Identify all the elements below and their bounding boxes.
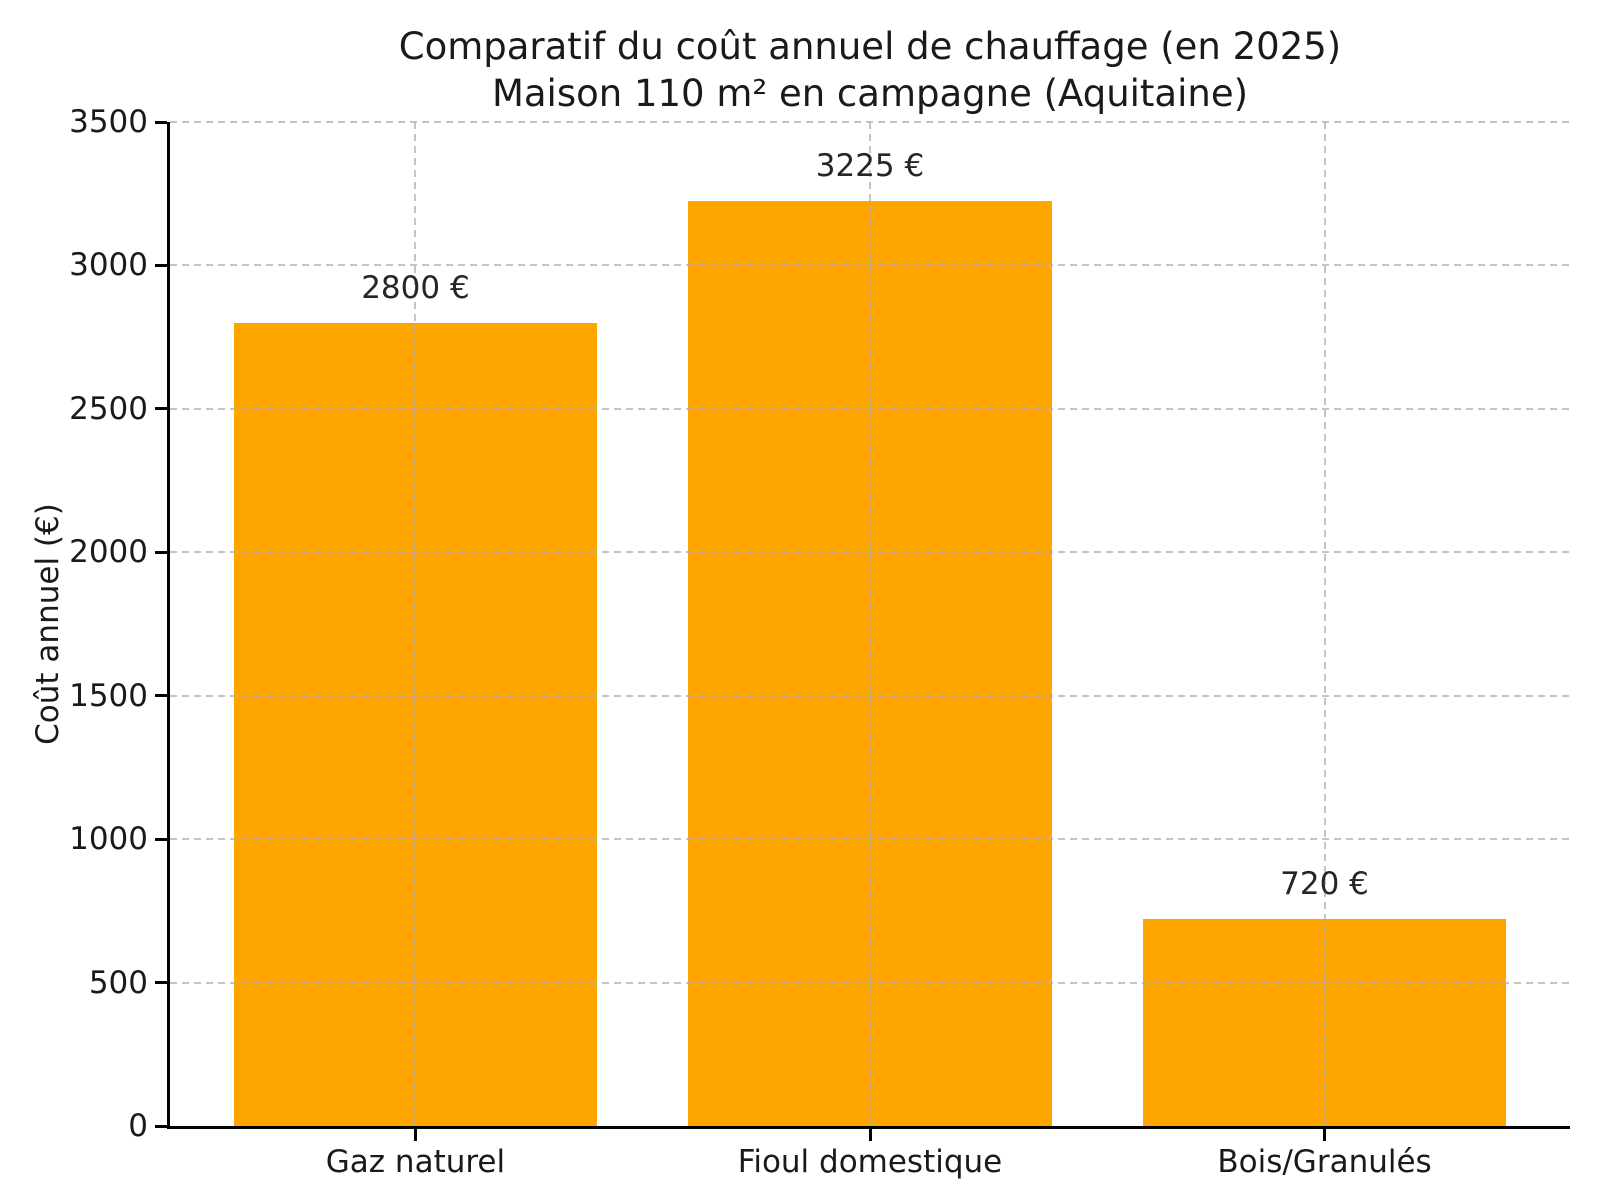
chart-title-line-1: Comparatif du coût annuel de chauffage (… (398, 25, 1342, 68)
v-gridline-2 (1323, 122, 1326, 1126)
v-gridline-0 (414, 122, 417, 1126)
y-tick-mark-3000 (155, 263, 167, 267)
x-tick-label-2: Bois/Granulés (1217, 1144, 1432, 1180)
y-tick-label-3500: 3500 (69, 104, 148, 140)
y-tick-label-500: 500 (88, 964, 148, 1001)
y-tick-mark-500 (155, 981, 167, 985)
y-tick-mark-2000 (155, 550, 167, 554)
y-tick-label-1000: 1000 (69, 821, 148, 858)
y-tick-mark-1500 (155, 694, 167, 698)
y-tick-mark-1000 (155, 837, 167, 841)
x-tick-mark-1 (868, 1129, 872, 1141)
x-tick-mark-0 (413, 1129, 417, 1141)
y-tick-label-0: 0 (128, 1108, 148, 1144)
bar-value-label-1: 3225 € (815, 147, 925, 184)
x-tick-mark-2 (1323, 1129, 1327, 1141)
y-tick-label-2500: 2500 (69, 390, 148, 427)
y-tick-label-1500: 1500 (69, 677, 148, 714)
y-tick-mark-3500 (155, 120, 167, 124)
v-gridline-1 (869, 122, 871, 1126)
bar-value-label-0: 2800 € (361, 269, 470, 306)
bottom-spine (167, 1126, 1570, 1129)
x-tick-label-0: Gaz naturel (325, 1144, 506, 1180)
x-tick-label-1: Fioul domestique (737, 1144, 1003, 1180)
plot-area (155, 120, 1570, 1141)
chart-title: Comparatif du coût annuel de chauffage (… (170, 24, 1570, 117)
bar-value-label-2: 720 € (1280, 866, 1369, 903)
y-tick-label-3000: 3000 (69, 247, 148, 284)
chart-title-line-2: Maison 110 m² en campagne (Aquitaine) (491, 71, 1249, 115)
y-tick-mark-0 (155, 1124, 167, 1128)
y-tick-mark-2500 (155, 407, 167, 411)
y-tick-label-2000: 2000 (69, 534, 148, 571)
left-spine (167, 122, 170, 1129)
